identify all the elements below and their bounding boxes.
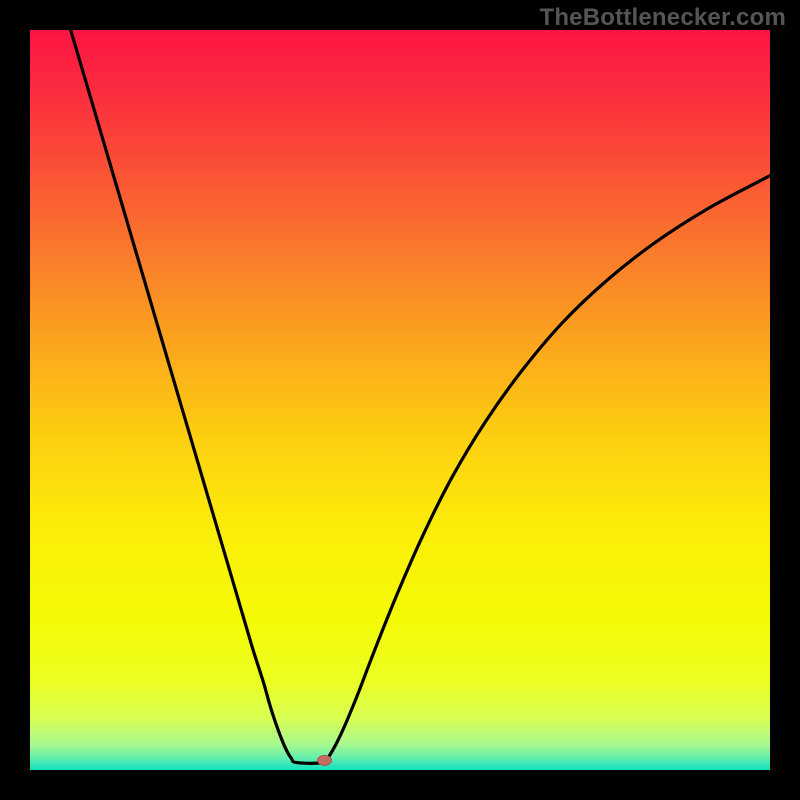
plot-area bbox=[30, 30, 770, 770]
optimal-point-marker bbox=[318, 755, 332, 765]
bottleneck-curve bbox=[71, 30, 770, 763]
bottleneck-curve-layer bbox=[30, 30, 770, 770]
chart-frame: TheBottlenecker.com bbox=[0, 0, 800, 800]
watermark-text: TheBottlenecker.com bbox=[539, 4, 786, 32]
